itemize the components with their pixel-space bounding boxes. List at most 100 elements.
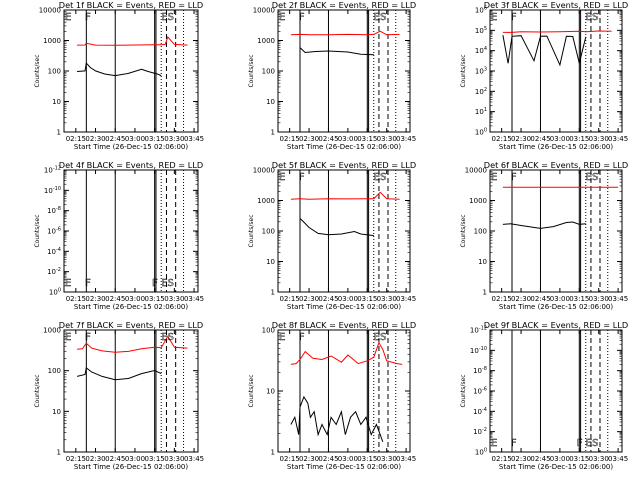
marker-e: E — [65, 332, 71, 343]
marker-e: E — [491, 438, 497, 449]
marker-f: F — [299, 172, 305, 183]
y-tick-label: 10-6 — [47, 227, 61, 236]
x-tick-label: 03:15 — [357, 455, 377, 463]
x-tick-label: 02:45 — [105, 295, 125, 303]
marker-f: F — [511, 172, 517, 183]
x-tick-label: 03:15 — [145, 295, 165, 303]
marker-es: ES — [374, 332, 387, 343]
marker-f: F — [85, 278, 91, 289]
x-tick-label: 03:45 — [184, 295, 204, 303]
x-tick-label: 02:15 — [66, 295, 86, 303]
marker-e: E — [491, 12, 497, 23]
x-tick-label: 03:00 — [550, 135, 570, 143]
y-tick-label: 106 — [475, 6, 487, 15]
y-tick-label: 10-8 — [47, 206, 61, 215]
y-tick-label: 1000 — [257, 197, 275, 205]
panel-det-6: Det 6f BLACK = Events, RED = LLD 1 10 100 10… — [460, 160, 628, 311]
x-tick-label: 03:45 — [608, 295, 628, 303]
x-tick-label: 02:15 — [492, 455, 512, 463]
x-tick-label: 03:45 — [184, 455, 204, 463]
series-events — [77, 62, 162, 77]
panel-title: Det 8f BLACK = Events, RED = LLD — [272, 320, 416, 330]
marker-es: ES — [161, 12, 174, 23]
marker-f: F — [511, 438, 517, 449]
series-lld — [77, 36, 188, 46]
x-tick-label: 02:45 — [530, 455, 550, 463]
y-tick-label: 1 — [271, 289, 275, 297]
x-tick-label: 02:45 — [105, 135, 125, 143]
plot-frame — [489, 329, 623, 453]
x-tick-label: 03:30 — [589, 135, 609, 143]
x-tick-label: 03:15 — [357, 135, 377, 143]
x-tick-label: 03:30 — [164, 135, 184, 143]
panel-title: Det 1f BLACK = Events, RED = LLD — [59, 0, 203, 10]
panel-det-5: Det 5f BLACK = Events, RED = LLD 1 10 100 10… — [248, 160, 416, 311]
x-tick-label: 02:15 — [280, 135, 300, 143]
y-tick-label: 102 — [475, 87, 487, 96]
y-tick-label: 1 — [483, 289, 487, 297]
panel-det-9: Det 9f BLACK = Events, RED = LLD 100 10-2 1… — [460, 320, 628, 471]
panel-title: Det 2f BLACK = Events, RED = LLD — [272, 0, 416, 10]
x-tick-label: 02:45 — [105, 455, 125, 463]
plot-frame — [63, 329, 199, 453]
panel-title: Det 6f BLACK = Events, RED = LLD — [484, 160, 628, 170]
x-tick-label: 02:15 — [280, 455, 300, 463]
marker-e: E — [65, 278, 71, 289]
y-tick-label: 1 — [271, 449, 275, 457]
x-tick-label: 03:30 — [377, 135, 397, 143]
series-events — [290, 395, 384, 442]
y-tick-label: 10000 — [253, 7, 275, 15]
x-tick-label: 03:00 — [338, 295, 358, 303]
x-tick-label: 02:15 — [280, 295, 300, 303]
marker-f: F — [299, 12, 305, 23]
x-tick-label: 02:30 — [85, 455, 105, 463]
panel-det-3: Det 3f BLACK = Events, RED = LLD 100 101 10… — [460, 0, 628, 151]
y-tick-label: 101 — [475, 107, 487, 116]
x-tick-label: 03:15 — [145, 135, 165, 143]
x-tick-label: 03:30 — [377, 455, 397, 463]
y-tick-label: 10-8 — [473, 366, 487, 375]
y-axis-label: Counts/sec — [248, 214, 255, 247]
plot-frame — [277, 329, 411, 453]
y-axis-label: Counts/sec — [34, 54, 41, 87]
y-tick-label: 10 — [52, 98, 61, 106]
marker-f: F — [299, 332, 305, 343]
x-axis-label: Start Time (26-Dec-15 02:06:00) — [287, 303, 401, 311]
y-tick-label: 10-10 — [44, 186, 61, 195]
y-tick-label: 10-4 — [473, 407, 487, 416]
y-tick-label: 105 — [475, 26, 487, 35]
marker-f: F — [511, 12, 517, 23]
plot-frame — [277, 169, 411, 293]
x-tick-label: 02:15 — [66, 455, 86, 463]
x-tick-label: 03:00 — [338, 455, 358, 463]
panel-det-8: Det 8f BLACK = Events, RED = LLD 1 10 100 02… — [248, 320, 416, 471]
series-lld — [290, 341, 403, 365]
y-tick-label: 10 — [266, 258, 275, 266]
x-axis-label: Start Time (26-Dec-15 02:06:00) — [74, 463, 188, 471]
marker-f: F — [152, 278, 158, 289]
series-events — [76, 367, 162, 381]
x-axis-label: Start Time (26-Dec-15 02:06:00) — [287, 463, 401, 471]
x-tick-label: 03:45 — [396, 455, 416, 463]
x-tick-label: 02:30 — [299, 295, 319, 303]
series-events — [502, 35, 587, 67]
y-tick-label: 10-4 — [47, 247, 61, 256]
x-tick-label: 02:15 — [492, 295, 512, 303]
x-axis-label: Start Time (26-Dec-15 02:06:00) — [74, 303, 188, 311]
marker-es: ES — [586, 438, 599, 449]
plot-frame — [277, 9, 411, 133]
y-tick-label: 100 — [262, 228, 275, 236]
y-tick-label: 100 — [48, 68, 61, 76]
y-axis-label: Counts/sec — [248, 54, 255, 87]
plot-frame — [63, 169, 199, 293]
y-axis-label: Counts/sec — [34, 374, 41, 407]
y-tick-label: 104 — [475, 46, 487, 55]
y-tick-label: 10 — [478, 258, 487, 266]
x-axis-label: Start Time (26-Dec-15 02:06:00) — [499, 303, 613, 311]
x-tick-label: 03:15 — [569, 135, 589, 143]
panel-title: Det 7f BLACK = Events, RED = LLD — [59, 320, 203, 330]
x-tick-label: 03:00 — [125, 455, 145, 463]
x-tick-label: 02:45 — [318, 135, 338, 143]
x-tick-label: 03:00 — [550, 295, 570, 303]
